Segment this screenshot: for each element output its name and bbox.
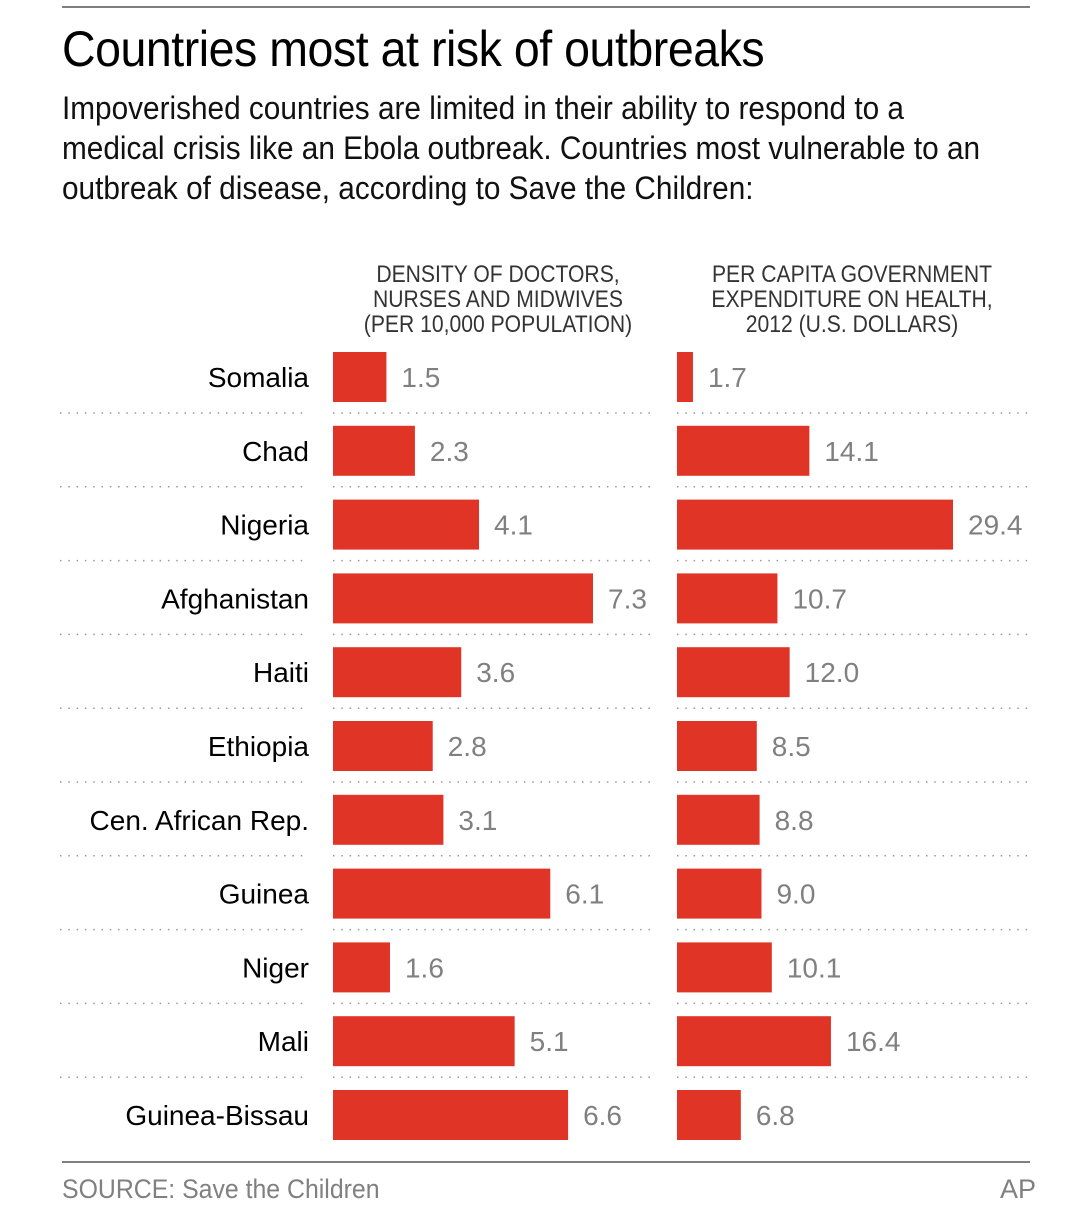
value-label: 3.6 xyxy=(476,657,515,688)
country-label: Ethiopia xyxy=(208,731,310,762)
credit-ap: AP xyxy=(999,1174,1036,1204)
bar-density xyxy=(333,868,551,919)
bar-density xyxy=(333,1016,515,1067)
value-label: 14.1 xyxy=(824,436,879,467)
value-label: 8.8 xyxy=(775,805,814,836)
bar-expenditure xyxy=(677,425,810,476)
bar-expenditure xyxy=(677,647,790,698)
bar-density xyxy=(333,352,387,402)
value-label: 6.1 xyxy=(565,879,604,910)
country-label: Afghanistan xyxy=(161,583,309,614)
top-rule xyxy=(62,6,1030,8)
country-label: Nigeria xyxy=(220,510,309,541)
value-label: 12.0 xyxy=(805,657,860,688)
value-label: 6.6 xyxy=(583,1100,622,1131)
bar-expenditure xyxy=(677,942,772,993)
bar-expenditure xyxy=(677,868,762,919)
value-label: 8.5 xyxy=(772,731,811,762)
bar-density xyxy=(333,942,390,993)
bar-density xyxy=(333,499,480,550)
value-label: 4.1 xyxy=(494,510,533,541)
bottom-rule xyxy=(62,1161,1030,1163)
bar-expenditure xyxy=(677,499,953,550)
value-label: 1.5 xyxy=(401,362,440,393)
bar-expenditure xyxy=(677,1090,741,1140)
bar-expenditure xyxy=(677,721,757,771)
value-label: 7.3 xyxy=(608,583,647,614)
bar-expenditure xyxy=(677,1016,831,1067)
country-label: Mali xyxy=(258,1026,309,1057)
value-label: 1.6 xyxy=(405,952,444,983)
value-label: 29.4 xyxy=(968,510,1023,541)
country-label: Guinea xyxy=(219,879,310,910)
country-label: Chad xyxy=(242,436,309,467)
chart-title: Countries most at risk of outbreaks xyxy=(62,21,765,77)
column-header-density: DENSITY OF DOCTORS, NURSES AND MIDWIVES … xyxy=(363,261,633,338)
value-label: 10.7 xyxy=(792,583,847,614)
value-label: 3.1 xyxy=(458,805,497,836)
bar-density xyxy=(333,1090,569,1140)
country-label: Somalia xyxy=(208,362,310,393)
bar-density xyxy=(333,425,415,476)
value-label: 2.8 xyxy=(448,731,487,762)
bar-expenditure xyxy=(677,794,760,845)
bar-expenditure xyxy=(677,573,778,624)
country-label: Niger xyxy=(242,952,309,983)
value-label: 9.0 xyxy=(776,879,815,910)
chart-subtitle: Impoverished countries are limited in th… xyxy=(62,90,981,206)
value-label: 2.3 xyxy=(430,436,469,467)
country-label: Guinea-Bissau xyxy=(125,1100,309,1131)
country-label: Haiti xyxy=(253,657,309,688)
source-note: SOURCE: Save the Children xyxy=(62,1174,380,1204)
column-header-expenditure: PER CAPITA GOVERNMENT EXPENDITURE ON HEA… xyxy=(711,261,993,338)
value-label: 16.4 xyxy=(846,1026,901,1057)
value-label: 6.8 xyxy=(756,1100,795,1131)
bar-density xyxy=(333,573,593,624)
bar-density xyxy=(333,647,462,698)
bar-density xyxy=(333,794,444,845)
value-label: 10.1 xyxy=(787,952,842,983)
value-label: 1.7 xyxy=(708,362,747,393)
bar-expenditure xyxy=(677,352,693,402)
bar-density xyxy=(333,721,433,771)
country-label: Cen. African Rep. xyxy=(90,805,309,836)
value-label: 5.1 xyxy=(530,1026,569,1057)
